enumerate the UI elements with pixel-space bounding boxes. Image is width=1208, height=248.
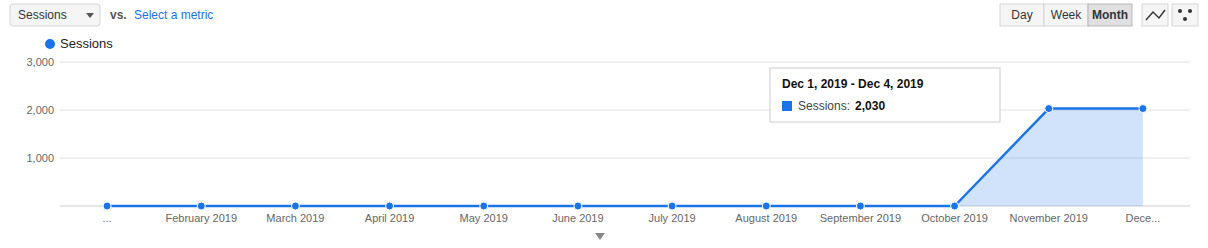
legend-swatch (45, 39, 55, 49)
point-marker (480, 202, 488, 210)
point-marker (762, 202, 770, 210)
point-marker (386, 202, 394, 210)
period-button-label[interactable]: Month (1092, 8, 1128, 22)
x-tick-label: ... (102, 212, 111, 224)
x-tick-label: April 2019 (365, 212, 415, 224)
header: Sessions vs. Select a metric Day Week Month (10, 4, 1198, 26)
icon-box[interactable] (1142, 4, 1168, 26)
x-tick-label: June 2019 (552, 212, 603, 224)
x-tick-label: May 2019 (460, 212, 508, 224)
y-tick-label: 2,000 (26, 104, 54, 116)
icon-box[interactable] (1172, 4, 1198, 26)
x-tick-label: Dece... (1125, 212, 1160, 224)
x-tick-label: November 2019 (1010, 212, 1088, 224)
line (107, 109, 1143, 206)
icon-line[interactable] (1146, 10, 1165, 20)
vs-label: vs. (110, 8, 127, 22)
chart-container: Sessionsvs.Select a metricDayWeekMonthSe… (0, 0, 1208, 248)
period-button[interactable]: Week (1044, 4, 1088, 26)
x-tick-label: August 2019 (735, 212, 797, 224)
x-tick-label: October 2019 (921, 212, 988, 224)
period-button-box[interactable] (1088, 4, 1132, 26)
icon-dot[interactable] (1188, 9, 1192, 13)
y-tick-label: 3,000 (26, 56, 54, 68)
point-marker (291, 202, 299, 210)
period-button-label[interactable]: Day (1011, 8, 1032, 22)
select-metric[interactable]: Select a metric (134, 8, 213, 22)
point-marker (1139, 105, 1147, 113)
options-icon[interactable] (1172, 4, 1198, 26)
period-button[interactable]: Day (1000, 4, 1044, 26)
point-marker (668, 202, 676, 210)
filter-indicator[interactable] (595, 233, 605, 240)
period-button-box[interactable] (1000, 4, 1044, 26)
tooltip-box (770, 68, 1000, 122)
point-marker (1045, 105, 1053, 113)
icon-dot[interactable] (1183, 17, 1187, 21)
dropdown-caret[interactable] (86, 13, 94, 18)
grid-line (60, 62, 1190, 63)
point-marker (951, 202, 959, 210)
dropdown-box[interactable] (10, 4, 100, 26)
point-marker (103, 202, 111, 210)
grid-line (60, 110, 1190, 111)
area-fill (107, 109, 1143, 206)
x-tick-label: February 2019 (165, 212, 237, 224)
page: {"chart_data": {"type": "area", "categor… (0, 0, 1208, 248)
x-tick-label: March 2019 (266, 212, 324, 224)
metric-dropdown[interactable]: Sessions (10, 4, 100, 26)
y-tick-label: 1,000 (26, 152, 54, 164)
tooltip: Dec 1, 2019 - Dec 4, 2019 Sessions: 2,030 (770, 68, 1000, 122)
tooltip-value: 2,030 (855, 99, 885, 113)
x-axis: ... February 2019 March 2019 April 2019 May … (102, 212, 1160, 224)
point-marker (574, 202, 582, 210)
tooltip-label: Sessions: (798, 99, 850, 113)
x-tick-label: July 2019 (649, 212, 696, 224)
legend-label: Sessions (60, 36, 113, 51)
x-tick-label: September 2019 (820, 212, 901, 224)
tooltip-swatch (782, 101, 792, 111)
period-button-box[interactable] (1044, 4, 1088, 26)
point-marker (856, 202, 864, 210)
point-marker (197, 202, 205, 210)
dropdown-label[interactable]: Sessions (18, 8, 67, 22)
tooltip-date: Dec 1, 2019 - Dec 4, 2019 (782, 77, 924, 91)
legend: Sessions (45, 36, 113, 51)
period-button-label[interactable]: Week (1051, 8, 1082, 22)
chart-type-icon[interactable] (1142, 4, 1168, 26)
period-button[interactable]: Month (1088, 4, 1132, 26)
chart-svg: Sessionsvs.Select a metricDayWeekMonthSe… (0, 0, 1208, 248)
icon-dot[interactable] (1178, 9, 1182, 13)
